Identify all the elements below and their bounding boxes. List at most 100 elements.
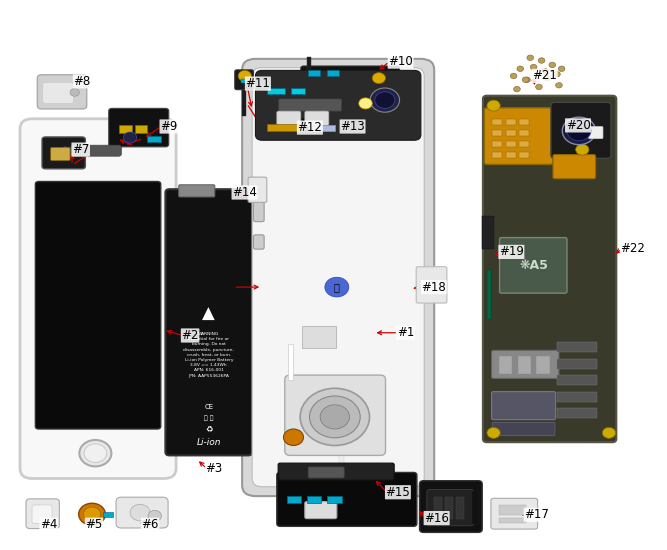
FancyBboxPatch shape <box>42 137 85 169</box>
Bar <box>147 136 161 142</box>
Bar <box>519 141 529 147</box>
Bar <box>557 359 597 369</box>
Text: #7: #7 <box>72 143 89 156</box>
Circle shape <box>487 100 500 111</box>
Bar <box>327 70 339 76</box>
Bar <box>536 356 550 374</box>
Circle shape <box>536 84 542 90</box>
Bar <box>557 375 597 385</box>
FancyBboxPatch shape <box>235 70 253 90</box>
Bar <box>103 512 113 517</box>
Bar <box>327 496 342 503</box>
Text: Li-ion: Li-ion <box>197 438 221 447</box>
FancyBboxPatch shape <box>483 96 616 442</box>
Circle shape <box>522 77 529 82</box>
Circle shape <box>510 73 517 79</box>
Circle shape <box>567 121 591 141</box>
Text: #6: #6 <box>141 518 159 531</box>
FancyBboxPatch shape <box>553 155 596 179</box>
Text: #21: #21 <box>532 69 557 82</box>
Bar <box>287 496 301 503</box>
Text: #2: #2 <box>181 329 199 342</box>
Bar <box>308 70 320 76</box>
Circle shape <box>556 82 562 88</box>
FancyBboxPatch shape <box>308 467 344 478</box>
FancyBboxPatch shape <box>43 82 73 103</box>
Bar <box>518 356 531 374</box>
FancyBboxPatch shape <box>305 502 337 519</box>
Circle shape <box>123 132 137 143</box>
Circle shape <box>538 58 545 63</box>
Circle shape <box>70 89 79 96</box>
Bar <box>492 130 502 136</box>
FancyBboxPatch shape <box>277 472 417 526</box>
FancyBboxPatch shape <box>492 422 555 436</box>
Bar <box>487 270 491 319</box>
Text: Ⓓ Ⓤ: Ⓓ Ⓤ <box>204 415 213 421</box>
Bar <box>506 119 516 125</box>
Circle shape <box>524 77 530 82</box>
Bar <box>557 408 597 418</box>
Bar <box>519 152 529 158</box>
Bar <box>499 356 512 374</box>
FancyBboxPatch shape <box>492 392 556 420</box>
Circle shape <box>527 55 534 60</box>
Bar <box>506 141 516 147</box>
FancyBboxPatch shape <box>116 497 168 528</box>
Text: ♻: ♻ <box>205 426 213 434</box>
FancyBboxPatch shape <box>551 102 611 158</box>
Circle shape <box>309 396 360 438</box>
FancyBboxPatch shape <box>165 189 252 455</box>
FancyBboxPatch shape <box>252 68 424 487</box>
FancyBboxPatch shape <box>279 99 342 111</box>
FancyBboxPatch shape <box>277 111 301 125</box>
Text: #8: #8 <box>73 75 91 88</box>
FancyBboxPatch shape <box>305 111 329 125</box>
Text: #1: #1 <box>397 326 414 339</box>
Text: #20: #20 <box>566 119 590 132</box>
Circle shape <box>61 147 70 155</box>
FancyBboxPatch shape <box>255 70 421 140</box>
Circle shape <box>514 86 520 92</box>
FancyBboxPatch shape <box>32 505 52 524</box>
Text: ❋A5: ❋A5 <box>519 258 548 272</box>
FancyBboxPatch shape <box>71 145 121 156</box>
Bar <box>456 497 464 519</box>
Circle shape <box>238 70 251 81</box>
FancyBboxPatch shape <box>242 59 434 496</box>
Text: WARNING
Potential for fire or
burning. Do not
disassemble, puncture,
crush, heat: WARNING Potential for fire or burning. D… <box>183 332 234 377</box>
Text: #4: #4 <box>40 518 57 531</box>
Bar <box>339 443 344 476</box>
Bar <box>482 216 494 249</box>
FancyBboxPatch shape <box>427 490 474 526</box>
Circle shape <box>320 405 350 429</box>
Circle shape <box>283 429 303 446</box>
Circle shape <box>554 72 560 77</box>
FancyBboxPatch shape <box>492 350 559 378</box>
Bar <box>519 130 529 136</box>
Bar <box>241 79 248 82</box>
Bar <box>288 344 293 380</box>
Bar <box>492 141 502 147</box>
Circle shape <box>79 440 111 466</box>
Bar <box>308 125 335 131</box>
FancyBboxPatch shape <box>253 185 264 222</box>
FancyBboxPatch shape <box>248 177 267 202</box>
Bar <box>499 518 526 522</box>
Text: #14: #14 <box>232 186 257 199</box>
Circle shape <box>325 277 349 297</box>
FancyBboxPatch shape <box>253 235 264 249</box>
Text: CE: CE <box>204 404 213 410</box>
Bar <box>472 491 479 524</box>
Text: #22: #22 <box>620 242 645 255</box>
Bar <box>291 88 305 94</box>
Text: #10: #10 <box>388 55 413 68</box>
Circle shape <box>530 64 537 70</box>
FancyBboxPatch shape <box>35 182 161 429</box>
Circle shape <box>84 444 107 463</box>
Bar <box>267 124 303 131</box>
Circle shape <box>487 427 500 438</box>
Circle shape <box>549 62 556 68</box>
Text: #18: #18 <box>422 280 446 294</box>
FancyBboxPatch shape <box>420 481 482 532</box>
